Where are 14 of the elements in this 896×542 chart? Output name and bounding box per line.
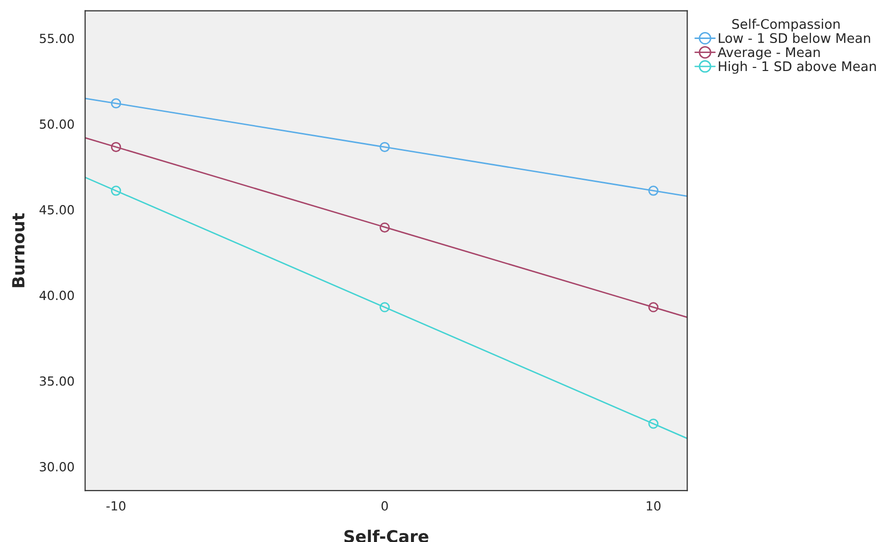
x-tick-label: 10 [646,501,660,511]
legend-label: High - 1 SD above Mean [718,61,876,74]
x-tick-label: -10 [106,501,126,511]
y-tick-label: 30.00 [40,462,74,472]
legend-label: Low - 1 SD below Mean [718,32,870,44]
y-tick-label: 55.00 [40,34,74,44]
legend-title: Self-Compassion [732,18,840,32]
y-tick-label: 45.00 [40,205,74,214]
y-axis-title: Burnout [12,213,25,288]
legend-label: Average - Mean [718,47,820,60]
y-tick-label: 40.00 [40,290,74,300]
x-tick-label: 0 [382,501,388,511]
y-tick-label: 50.00 [40,119,74,129]
y-tick-label: 35.00 [40,376,74,386]
